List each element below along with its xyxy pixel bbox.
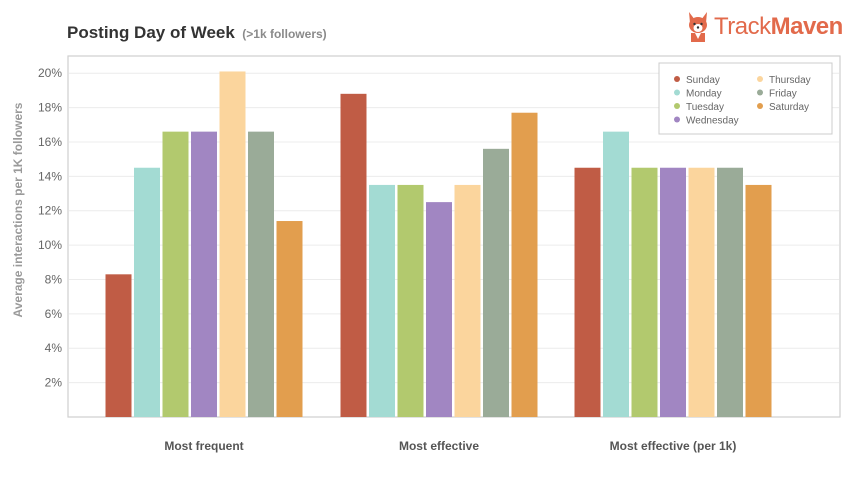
bar [717, 167, 743, 417]
bar [631, 167, 658, 417]
bar [454, 184, 481, 417]
bar [191, 131, 217, 417]
y-tick-label: 6% [45, 307, 63, 321]
bar [511, 112, 538, 417]
y-tick-label: 16% [38, 135, 62, 149]
bar [369, 184, 395, 417]
legend-label: Tuesday [686, 102, 724, 113]
y-tick-label: 8% [45, 272, 63, 286]
legend-swatch [674, 76, 680, 82]
bar [688, 167, 715, 417]
bar [248, 131, 274, 417]
bar [745, 184, 772, 417]
legend-label: Thursday [769, 75, 811, 86]
x-tick-label: Most effective [399, 439, 479, 453]
legend-box [658, 62, 833, 135]
bar [397, 184, 424, 417]
brand-name: TrackMaven [714, 13, 843, 41]
legend-label: Monday [686, 89, 722, 100]
legend-swatch [674, 103, 680, 109]
y-tick-label: 12% [38, 204, 62, 218]
legend-label: Saturday [769, 102, 809, 113]
plot-frame [67, 55, 841, 418]
y-tick-label: 20% [38, 66, 62, 80]
legend-swatch [757, 103, 763, 109]
corgi-icon [689, 12, 707, 42]
y-tick-label: 14% [38, 169, 62, 183]
bar [574, 167, 601, 417]
bar [162, 131, 189, 417]
y-tick-label: 18% [38, 101, 62, 115]
x-tick-label: Most effective (per 1k) [610, 439, 737, 453]
brand-logo: TrackMaven [686, 9, 843, 45]
y-tick-label: 2% [45, 376, 63, 390]
bar [660, 167, 686, 417]
x-tick-label: Most frequent [164, 439, 243, 453]
legend-label: Sunday [686, 75, 720, 86]
legend-swatch [674, 89, 680, 96]
legend-swatch [757, 76, 763, 82]
bar [219, 71, 246, 417]
brand-name-part1: Track [714, 13, 771, 40]
y-tick-label: 10% [38, 238, 62, 252]
chart-title: Posting Day of Week [67, 23, 235, 42]
bar [276, 221, 303, 417]
legend-label: Friday [769, 89, 797, 100]
bar [603, 131, 629, 417]
chart-subtitle: (>1k followers) [242, 27, 327, 41]
bar [426, 202, 452, 417]
legend-label: Wednesday [686, 116, 739, 127]
legend-swatch [674, 116, 680, 123]
legend-swatch [757, 89, 763, 96]
bar [134, 167, 160, 417]
brand-name-part2: Maven [770, 13, 844, 40]
bar [340, 93, 367, 418]
bar [483, 148, 509, 418]
chart-title-block: Posting Day of Week (>1k followers) [67, 23, 327, 43]
bar [105, 274, 132, 417]
y-tick-label: 4% [45, 341, 63, 355]
